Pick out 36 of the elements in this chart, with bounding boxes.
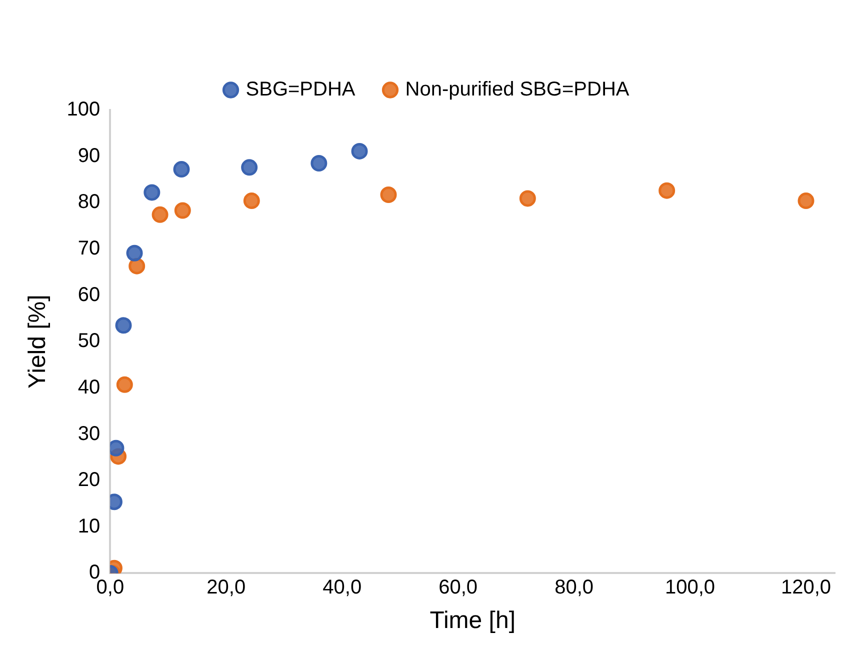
x-tick-label: 120,0 <box>780 576 832 599</box>
y-tick-label: 40 <box>78 376 100 398</box>
point <box>115 317 132 334</box>
point <box>243 192 260 210</box>
legend-label: SBG=PDHA <box>246 78 356 101</box>
point <box>126 244 143 262</box>
y-tick-label: 50 <box>78 330 100 352</box>
point <box>241 159 258 176</box>
point <box>658 182 676 199</box>
point <box>380 186 397 204</box>
point <box>128 258 146 274</box>
x-tick-label: 80,0 <box>554 576 594 599</box>
y-axis-title: Yield [%] <box>24 294 52 389</box>
point <box>174 202 191 219</box>
y-tick-label: 20 <box>78 469 100 492</box>
x-axis-title: Time [h] <box>430 607 516 634</box>
point <box>798 192 814 210</box>
x-tick-label: 100,0 <box>665 576 716 599</box>
point <box>116 376 133 393</box>
point <box>310 155 328 172</box>
y-tick-label: 70 <box>78 237 100 260</box>
point <box>173 161 190 178</box>
x-tick-label: 60,0 <box>438 576 478 599</box>
point <box>519 190 536 207</box>
y-tick-label: 90 <box>78 144 100 167</box>
point <box>152 206 168 223</box>
x-tick-label: 40,0 <box>322 576 362 599</box>
y-tick-label: 30 <box>78 422 100 445</box>
point <box>351 142 368 160</box>
y-tick-label: 100 <box>66 98 100 121</box>
point <box>144 184 160 201</box>
x-tick-label: 20,0 <box>206 576 246 599</box>
y-tick-label: 60 <box>78 284 100 306</box>
legend-label: Non-purified SBG=PDHA <box>405 78 630 101</box>
y-tick-label: 10 <box>78 515 100 538</box>
y-tick-label: 80 <box>78 191 100 214</box>
